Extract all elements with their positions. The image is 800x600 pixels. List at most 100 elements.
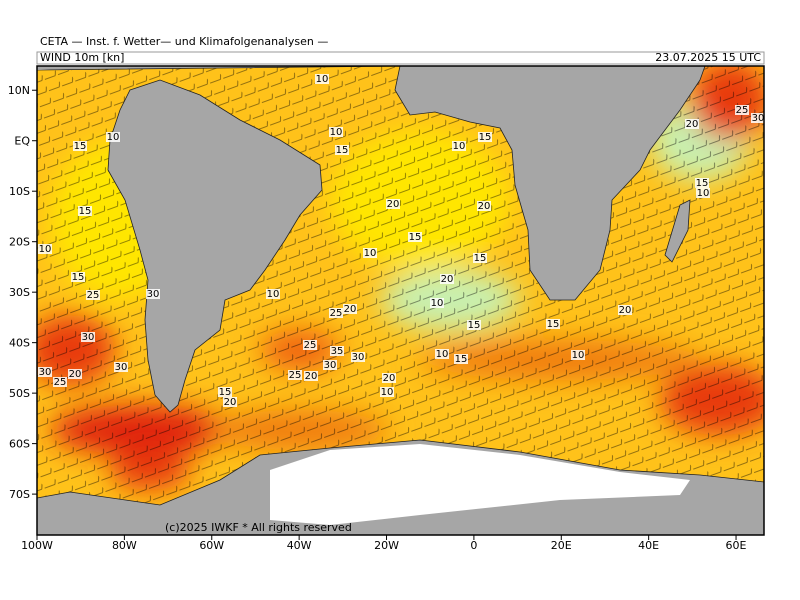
- contour-label-bg: [71, 272, 85, 282]
- north-land: [37, 66, 150, 70]
- header-title: CETA — Inst. f. Wetter— und Klimafolgena…: [40, 35, 328, 48]
- contour-label-bg: [408, 232, 422, 242]
- contour-label: 10: [436, 349, 449, 360]
- contour-label-bg: [454, 354, 468, 364]
- contour-label: 10: [330, 127, 343, 138]
- contour-label: 10: [453, 141, 466, 152]
- contour-label: 20: [619, 305, 632, 316]
- contour-label-bg: [467, 320, 481, 330]
- lat-label: 30S: [9, 286, 30, 299]
- contour-label-bg: [751, 113, 765, 123]
- contour-label-bg: [386, 199, 400, 209]
- contour-label-bg: [343, 304, 357, 314]
- contour-label: 20: [387, 199, 400, 210]
- contour-label: 15: [547, 319, 560, 330]
- lon-label: 60E: [726, 539, 747, 552]
- lat-label: 70S: [9, 488, 30, 501]
- map-frame: [36, 65, 765, 536]
- contour-label: 10: [39, 244, 52, 255]
- contour-label: 20: [305, 371, 318, 382]
- contour-label: 30: [39, 367, 52, 378]
- contour-label: 15: [409, 232, 422, 243]
- contour-label: 30: [352, 352, 365, 363]
- contour-label-bg: [73, 141, 87, 151]
- contour-label: 15: [468, 320, 481, 331]
- valid-time: 23.07.2025 15 UTC: [655, 51, 761, 64]
- contour-label: 25: [289, 370, 302, 381]
- contour-label-bg: [329, 308, 343, 318]
- contour-label: 20: [478, 201, 491, 212]
- lon-label: 20W: [374, 539, 399, 552]
- contour-label: 20: [224, 397, 237, 408]
- contour-label-bg: [315, 74, 329, 84]
- lon-label: 0: [470, 539, 477, 552]
- contour-label: 15: [474, 253, 487, 264]
- contour-label-bg: [477, 201, 491, 211]
- lon-label: 80W: [112, 539, 137, 552]
- lat-label: 10N: [8, 84, 30, 97]
- header-bar: [36, 51, 765, 65]
- contour-label-bg: [735, 105, 749, 115]
- contour-label: 30: [147, 289, 160, 300]
- lat-label: 50S: [9, 387, 30, 400]
- contour-label-bg: [478, 132, 492, 142]
- contour-label: 20: [686, 119, 699, 130]
- contour-label-bg: [618, 305, 632, 315]
- lon-label: 20E: [551, 539, 572, 552]
- contour-label-bg: [380, 387, 394, 397]
- contour-label: 10: [316, 74, 329, 85]
- lon-label: 40E: [638, 539, 659, 552]
- contour-label-bg: [546, 319, 560, 329]
- contour-label-bg: [38, 367, 52, 377]
- contour-label-bg: [146, 289, 160, 299]
- africa: [37, 66, 706, 301]
- contour-label: 15: [219, 387, 232, 398]
- contour-label: 35: [331, 346, 344, 357]
- contour-label-bg: [68, 369, 82, 379]
- lat-label: EQ: [14, 135, 30, 148]
- sea-ice: [270, 444, 690, 525]
- contour-label: 25: [736, 105, 749, 116]
- contour-label-bg: [696, 188, 710, 198]
- contour-label-bg: [288, 370, 302, 380]
- lon-label: 40W: [287, 539, 312, 552]
- contour-label-bg: [435, 349, 449, 359]
- contour-label-bg: [218, 387, 232, 397]
- contour-label: 10: [107, 132, 120, 143]
- contour-label: 15: [479, 132, 492, 143]
- lat-label: 40S: [9, 337, 30, 350]
- contour-label-bg: [106, 132, 120, 142]
- contour-label-bg: [266, 289, 280, 299]
- copyright: (c)2025 IWKF * All rights reserved: [165, 521, 352, 534]
- contour-label: 20: [441, 274, 454, 285]
- contour-label: 10: [381, 387, 394, 398]
- contour-label: 25: [330, 308, 343, 319]
- contour-label: 15: [696, 178, 709, 189]
- lat-label: 20S: [9, 236, 30, 249]
- contour-label: 30: [82, 332, 95, 343]
- contour-label-bg: [430, 298, 444, 308]
- contour-label-bg: [335, 145, 349, 155]
- contour-label: 25: [54, 377, 67, 388]
- contour-label-bg: [81, 332, 95, 342]
- contour-label-bg: [304, 371, 318, 381]
- contour-label: 25: [304, 340, 317, 351]
- contour-label-bg: [382, 373, 396, 383]
- contour-label: 20: [383, 373, 396, 384]
- contour-label: 15: [74, 141, 87, 152]
- contour-label: 10: [267, 289, 280, 300]
- contour-label-bg: [114, 362, 128, 372]
- contour-label-bg: [685, 119, 699, 129]
- madagascar: [664, 199, 691, 263]
- contour-label-bg: [323, 360, 337, 370]
- contour-label-bg: [329, 127, 343, 137]
- lon-label: 100W: [21, 539, 53, 552]
- contour-label: 10: [431, 298, 444, 309]
- contour-label: 10: [364, 248, 377, 259]
- contour-label-bg: [440, 274, 454, 284]
- contour-label: 30: [324, 360, 337, 371]
- contour-label-bg: [330, 346, 344, 356]
- contour-label-bg: [695, 178, 709, 188]
